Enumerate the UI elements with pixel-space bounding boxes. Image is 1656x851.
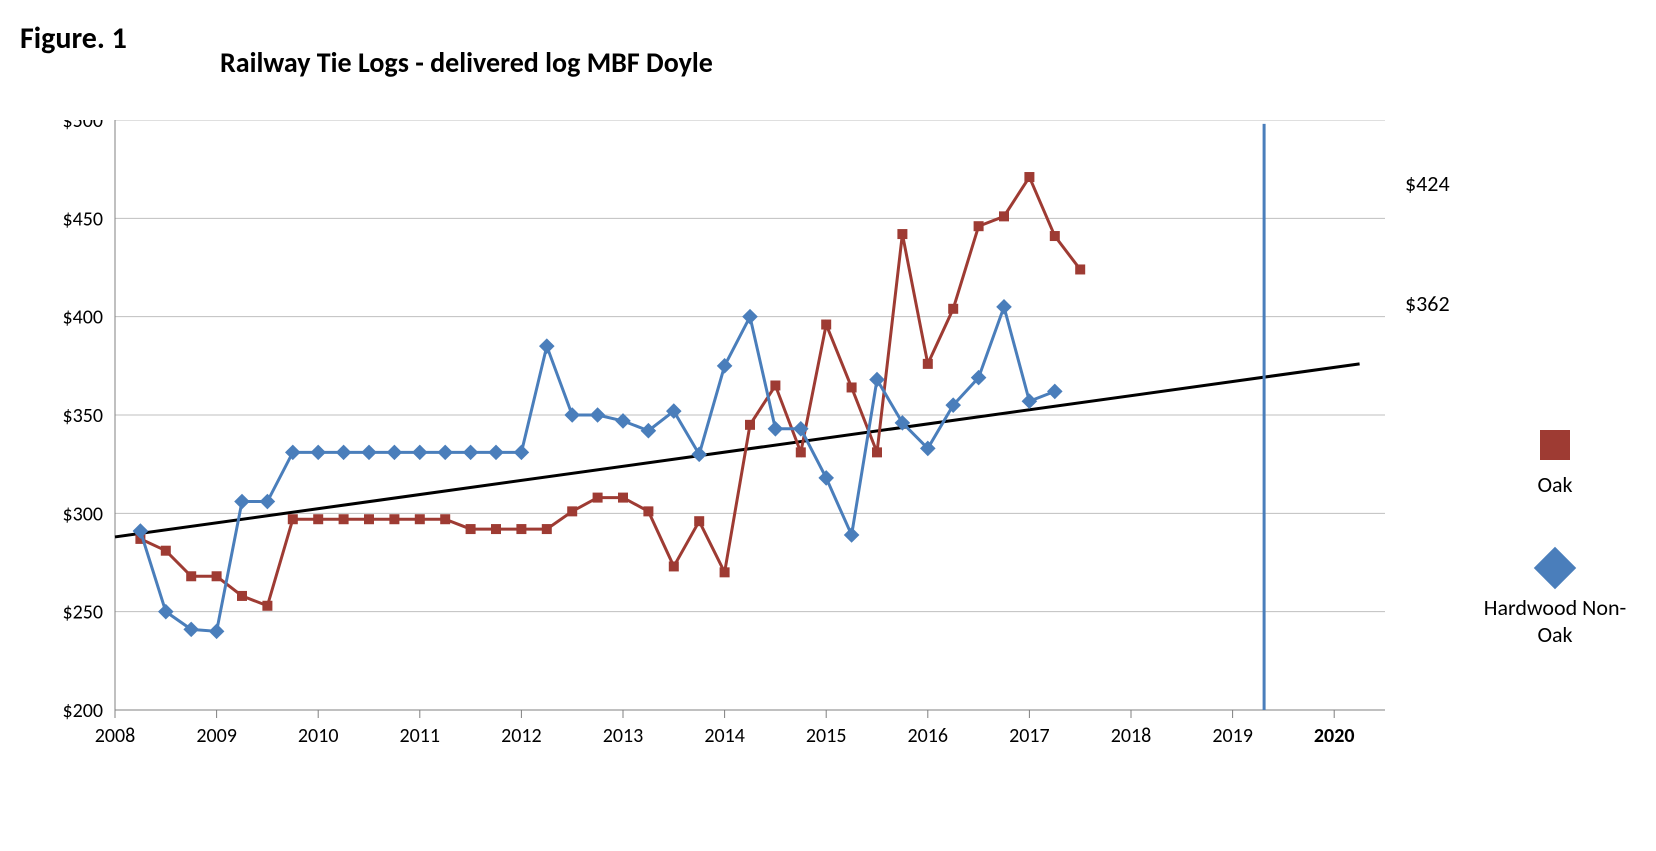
svg-text:2008: 2008 — [95, 724, 136, 748]
svg-text:$500: $500 — [62, 120, 103, 133]
legend-item-hardwood: Hardwood Non-Oak — [1480, 553, 1630, 648]
svg-text:2018: 2018 — [1111, 724, 1152, 748]
legend-label: Oak — [1537, 472, 1572, 498]
line-chart: $200 $250 $300 $350 $400 $450 $500 2008 2009 2010… — [20, 120, 1460, 780]
svg-text:2010: 2010 — [298, 724, 339, 748]
svg-text:$450: $450 — [62, 207, 103, 231]
svg-text:2011: 2011 — [400, 724, 441, 748]
svg-text:2009: 2009 — [196, 724, 237, 748]
svg-text:2020: 2020 — [1314, 724, 1355, 748]
svg-text:$250: $250 — [62, 601, 103, 625]
legend-label: Hardwood Non-Oak — [1480, 595, 1630, 648]
svg-text:2016: 2016 — [908, 724, 949, 748]
svg-text:$200: $200 — [62, 699, 103, 723]
svg-text:$350: $350 — [62, 404, 103, 428]
end-value-hardwood: $362 — [1405, 290, 1450, 317]
svg-text:2017: 2017 — [1009, 724, 1050, 748]
svg-text:2015: 2015 — [806, 724, 847, 748]
legend-item-oak: Oak — [1480, 430, 1630, 498]
diamond-icon — [1534, 547, 1576, 589]
svg-text:2013: 2013 — [603, 724, 644, 748]
svg-text:2012: 2012 — [501, 724, 542, 748]
legend: Oak Hardwood Non-Oak — [1480, 430, 1630, 703]
chart-title: Railway Tie Logs - delivered log MBF Doy… — [220, 45, 713, 80]
square-icon — [1540, 430, 1570, 460]
figure-label: Figure. 1 — [20, 20, 127, 57]
svg-text:2014: 2014 — [704, 724, 745, 748]
end-value-oak: $424 — [1405, 170, 1450, 197]
svg-text:$400: $400 — [62, 306, 103, 330]
svg-text:2019: 2019 — [1212, 724, 1253, 748]
svg-text:$300: $300 — [62, 502, 103, 526]
